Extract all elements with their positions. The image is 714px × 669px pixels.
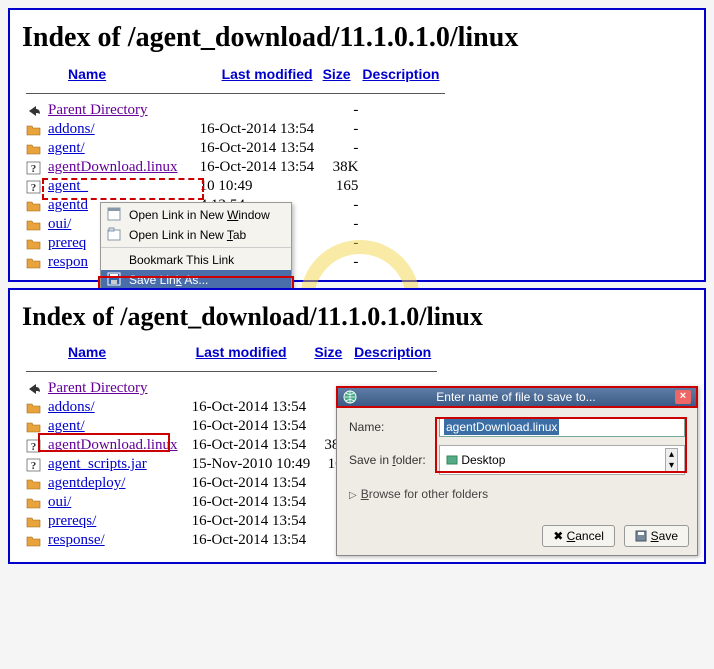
size-cell: - [323,196,363,215]
date-cell: 16-Oct-2014 13:54 [182,531,315,550]
directory-listing-top: Index of /agent_download/11.1.0.1.0/linu… [8,8,706,282]
folder-icon [26,237,42,251]
table-row: addons/16-Oct-2014 13:54- [22,120,449,139]
file-link[interactable]: agentDownload.linux [48,159,178,175]
folder-icon [26,477,42,491]
col-desc[interactable]: Description [354,342,441,366]
page-title: Index of /agent_download/11.1.0.1.0/linu… [22,22,692,54]
col-lastmod[interactable]: Last modified [182,64,323,88]
ctx-bookmark[interactable]: Bookmark This Link [101,250,291,270]
unknown-icon [26,161,42,175]
size-cell: - [323,234,363,253]
name-label: Name: [349,420,439,434]
back-icon [26,104,42,118]
file-link[interactable]: addons/ [48,121,95,137]
date-cell: 15-Nov-2010 10:49 [182,455,315,474]
cancel-button[interactable]: ✖ Cancel [542,525,615,547]
folder-icon [26,515,42,529]
size-cell: - [323,120,363,139]
file-link[interactable]: agent/ [48,140,85,156]
table-row: agent/16-Oct-2014 13:54- [22,139,449,158]
col-desc[interactable]: Description [362,64,449,88]
parent-row: Parent Directory - [22,101,449,120]
col-size[interactable]: Size [323,64,363,88]
col-name[interactable]: Name [44,64,182,88]
date-cell: 16-Oct-2014 13:54 [182,120,323,139]
folder-icon [26,534,42,548]
size-cell: - [323,139,363,158]
parent-link[interactable]: Parent Directory [48,102,148,118]
file-link[interactable]: prereq [48,235,86,251]
size-cell: - [323,253,363,272]
size-cell: - [323,215,363,234]
parent-link[interactable]: Parent Directory [48,380,148,396]
highlight-link [38,433,170,452]
col-size[interactable]: Size [314,342,354,366]
directory-listing-bottom: Index of /agent_download/11.1.0.1.0/linu… [8,288,706,564]
date-cell: 16-Oct-2014 13:54 [182,493,315,512]
file-link[interactable]: agent_scripts.jar [48,456,147,472]
folder-icon [26,142,42,156]
save-button[interactable]: Save [624,525,689,547]
date-cell: 16-Oct-2014 13:54 [182,417,315,436]
file-link[interactable]: agent/ [48,418,85,434]
unknown-icon [26,180,42,194]
file-link[interactable]: oui/ [48,494,71,510]
date-cell: 16-Oct-2014 13:54 [182,436,315,455]
date-cell: 16-Oct-2014 13:54 [182,512,315,531]
file-link[interactable]: respon [48,254,88,270]
folder-icon [26,199,42,213]
browse-toggle[interactable]: ▷Browse for other folders [349,483,685,511]
date-cell: 16-Oct-2014 13:54 [182,158,323,177]
folder-icon [26,496,42,510]
folder-icon [26,401,42,415]
ctx-open-tab[interactable]: Open Link in New Tab [101,225,291,245]
date-cell: 16-Oct-2014 13:54 [182,398,315,417]
folder-icon [26,218,42,232]
save-dialog: Enter name of file to save to... × Name:… [336,386,698,556]
col-name[interactable]: Name [44,342,182,366]
folder-icon [26,123,42,137]
file-link[interactable]: oui/ [48,216,71,232]
table-row: agentDownload.linux16-Oct-2014 13:5438K [22,158,449,177]
col-lastmod[interactable]: Last modified [182,342,315,366]
file-link[interactable]: addons/ [48,399,95,415]
highlight-dialog-title [336,386,698,408]
highlight-link [42,178,204,200]
size-cell: 38K [323,158,363,177]
size-cell: 165 [323,177,363,196]
page-title: Index of /agent_download/11.1.0.1.0/linu… [22,302,692,332]
folder-icon [26,420,42,434]
folder-icon [26,256,42,270]
folder-label: Save in folder: [349,453,439,467]
date-cell: 16-Oct-2014 13:54 [182,474,315,493]
date-cell: 16-Oct-2014 13:54 [182,139,323,158]
file-link[interactable]: agentdeploy/ [48,475,125,491]
unknown-icon [26,458,42,472]
ctx-open-window[interactable]: Open Link in New Window [101,205,291,225]
file-link[interactable]: prereqs/ [48,513,96,529]
file-link[interactable]: response/ [48,532,105,548]
back-icon [26,382,42,396]
highlight-name-folder [435,417,687,473]
